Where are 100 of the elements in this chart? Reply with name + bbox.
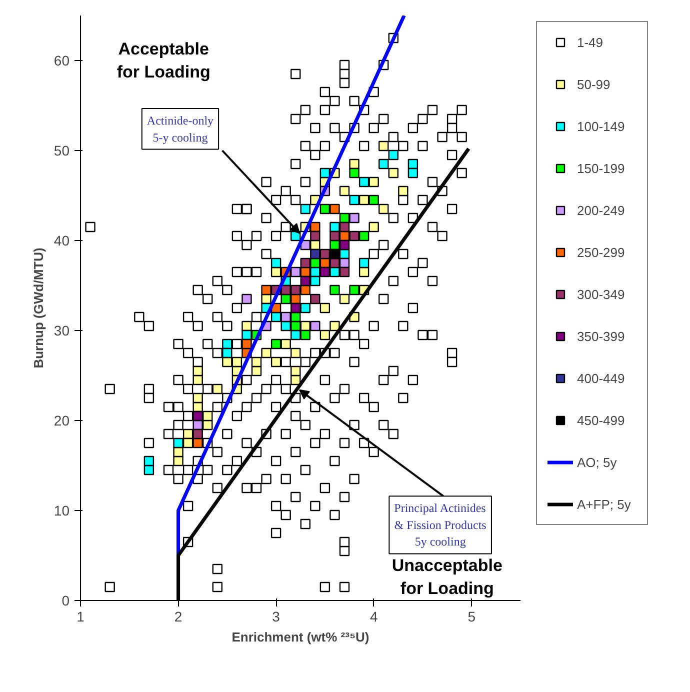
point [330, 204, 340, 214]
x-tick-label: 1 [76, 608, 85, 624]
point [270, 356, 282, 368]
point [290, 348, 301, 358]
y-tick-label: 60 [54, 52, 70, 68]
annotation: Unacceptable for Loading [392, 556, 502, 598]
point [290, 302, 301, 314]
point [368, 194, 379, 206]
point [192, 438, 203, 448]
point [192, 366, 203, 376]
point [310, 320, 320, 332]
point [330, 230, 340, 242]
point [388, 150, 398, 160]
point [300, 258, 310, 268]
point [310, 294, 320, 304]
point [349, 230, 360, 242]
point [349, 194, 360, 206]
y-tick-label: 20 [54, 412, 70, 428]
point [270, 258, 282, 268]
point [280, 284, 291, 296]
point [339, 186, 350, 196]
point [378, 158, 389, 170]
point [330, 284, 340, 296]
point [242, 294, 252, 304]
point [242, 338, 252, 350]
legend-label: 400-449 [577, 370, 626, 386]
point [261, 348, 272, 358]
point [310, 248, 320, 260]
legend-label: 1-49 [577, 34, 604, 50]
point [290, 266, 301, 278]
point [349, 284, 360, 296]
point [202, 410, 213, 422]
legend-label: 300-349 [577, 286, 626, 302]
legend-label: 350-399 [577, 328, 626, 344]
point [330, 258, 340, 268]
legend-label: 50-99 [577, 76, 612, 92]
point [398, 186, 408, 196]
point [261, 284, 272, 296]
point [290, 366, 301, 376]
point [173, 456, 184, 466]
y-axis-title: Burnup (GWd/MTU) [30, 248, 46, 368]
point [242, 320, 252, 332]
point [232, 356, 242, 368]
point [320, 204, 330, 214]
point [349, 212, 360, 224]
x-axis-title: Enrichment (wt% ²³⁵U) [232, 630, 370, 644]
point [358, 176, 370, 188]
point [222, 348, 232, 358]
point [270, 338, 282, 350]
y-tick-label: 40 [54, 232, 70, 248]
point [320, 168, 330, 178]
point [192, 392, 203, 404]
x-tick-label: 4 [370, 608, 378, 624]
point [388, 168, 398, 178]
point [251, 356, 262, 368]
point [290, 284, 301, 296]
point [192, 428, 203, 440]
point [330, 320, 340, 332]
point [222, 338, 232, 350]
point [320, 330, 330, 340]
legend-label: 150-199 [577, 160, 626, 176]
point [300, 302, 310, 314]
legend-label: 250-299 [577, 244, 626, 260]
point [320, 266, 330, 278]
point [212, 384, 222, 394]
legend-label: 100-149 [577, 118, 626, 134]
point [310, 230, 320, 242]
point [358, 230, 370, 242]
point [378, 140, 389, 152]
y-tick-label: 50 [54, 142, 70, 158]
point [280, 338, 291, 350]
y-tick-label: 10 [54, 502, 70, 518]
point [408, 168, 418, 178]
point [330, 248, 340, 260]
y-tick-label: 0 [62, 592, 70, 608]
x-tick-label: 5 [468, 608, 476, 624]
y-tick-label: 30 [54, 322, 70, 338]
point [173, 438, 184, 448]
annotation: Actinide-only 5-y cooling [146, 114, 214, 144]
point [349, 158, 360, 170]
legend-label: AO; 5y [577, 454, 618, 470]
point [339, 266, 350, 278]
point [378, 204, 389, 214]
annotation: Principal Actinides & Fission Products 5y cooling [394, 501, 487, 549]
point [349, 168, 360, 178]
legend-label: A+FP; 5y [577, 496, 632, 512]
point [300, 330, 310, 340]
point [368, 176, 379, 188]
point [320, 302, 330, 314]
point [339, 240, 350, 250]
point [368, 222, 379, 232]
point [192, 374, 203, 386]
point [300, 204, 310, 214]
point [280, 312, 291, 322]
point [144, 456, 154, 466]
point [310, 276, 320, 286]
annotation: Acceptable for Loading [116, 40, 210, 82]
legend-label: 200-249 [577, 202, 626, 218]
point [339, 294, 350, 304]
point [192, 410, 203, 422]
